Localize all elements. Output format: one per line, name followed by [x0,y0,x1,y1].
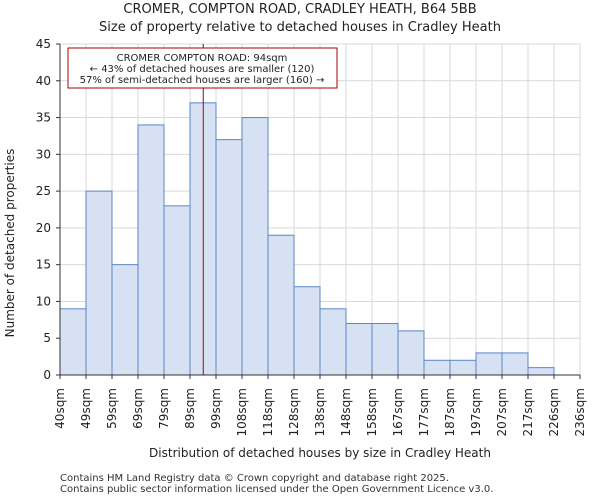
histogram-bar [501,352,529,376]
annotation-line-3: 57% of semi-detached houses are larger (… [80,75,325,86]
y-tick-label: 20 [36,221,51,235]
histogram-bar [111,264,139,376]
histogram-bar [371,323,399,376]
annotation-line-1: CROMER COMPTON ROAD: 94sqm [117,53,288,64]
histogram-bar [397,330,425,376]
x-tick-label: 158sqm [365,388,379,436]
y-tick-label: 30 [36,147,51,161]
x-tick-label: 226sqm [547,388,561,436]
histogram-bar [163,205,191,376]
histogram-bar [449,359,477,376]
histogram-bar [319,308,347,376]
histogram-bar [527,367,555,376]
x-tick-label: 40sqm [53,388,67,429]
x-tick-label: 118sqm [261,388,275,436]
x-tick-label: 138sqm [313,388,327,436]
y-axis-label: Number of detached properties [3,149,17,338]
y-tick-label: 0 [43,368,51,382]
x-tick-label: 236sqm [573,388,587,436]
x-tick-label: 197sqm [469,388,483,436]
x-tick-label: 79sqm [157,388,171,429]
y-tick-label: 15 [36,258,51,272]
y-tick-label: 45 [36,37,51,51]
histogram-bar [475,352,503,376]
x-tick-label: 148sqm [339,388,353,436]
x-tick-label: 177sqm [417,388,431,436]
y-tick-label: 25 [36,184,51,198]
x-tick-label: 69sqm [131,388,145,429]
chart-title: CROMER, COMPTON ROAD, CRADLEY HEATH, B64… [123,2,477,17]
footer-line-2: Contains public sector information licen… [60,484,494,495]
histogram-bar [215,139,243,376]
histogram-bar [137,124,165,376]
histogram-bar [59,308,87,376]
histogram-bar [85,190,113,376]
x-tick-label: 89sqm [183,388,197,429]
chart-subtitle: Size of property relative to detached ho… [99,20,501,35]
y-tick-label: 40 [36,74,51,88]
x-tick-label: 49sqm [79,388,93,429]
x-axis-label: Distribution of detached houses by size … [149,446,491,460]
annotation-line-2: ← 43% of detached houses are smaller (12… [90,64,315,75]
x-tick-label: 108sqm [235,388,249,436]
histogram-bar [345,323,373,376]
y-tick-label: 5 [43,331,51,345]
histogram-bar [423,359,451,376]
x-tick-label: 128sqm [287,388,301,436]
y-tick-label: 35 [36,111,51,125]
x-tick-label: 59sqm [105,388,119,429]
x-tick-label: 99sqm [209,388,223,429]
x-tick-label: 167sqm [391,388,405,436]
footer-line-1: Contains HM Land Registry data © Crown c… [60,473,449,484]
x-tick-label: 187sqm [443,388,457,436]
x-tick-label: 207sqm [495,388,509,436]
histogram-bar [293,286,321,376]
histogram-bar [267,234,295,376]
annotation-box: CROMER COMPTON ROAD: 94sqm ← 43% of deta… [67,47,338,89]
histogram-bar [241,117,269,376]
y-tick-label: 10 [36,294,51,308]
x-tick-label: 217sqm [521,388,535,436]
